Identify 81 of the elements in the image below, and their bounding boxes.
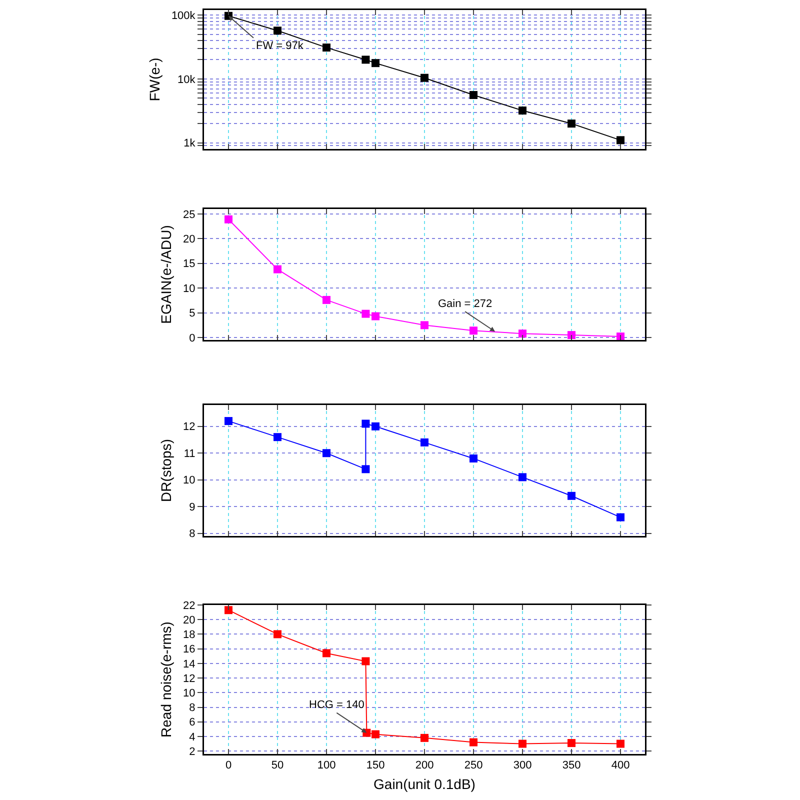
point — [470, 454, 478, 462]
y-tick-label: 14 — [183, 658, 196, 670]
y-tick-label: 25 — [183, 208, 196, 221]
point — [616, 740, 624, 748]
point — [518, 740, 526, 748]
point — [372, 422, 380, 430]
point — [518, 106, 526, 115]
point — [420, 438, 428, 446]
point — [224, 606, 232, 614]
x-tick-label: 400 — [611, 760, 630, 772]
y-tick-label: 9 — [189, 501, 196, 514]
y-tick-label: 12 — [183, 421, 196, 434]
y-tick-label: 4 — [189, 731, 196, 744]
point — [518, 330, 526, 338]
point — [322, 449, 330, 458]
point — [322, 649, 330, 658]
y-tick-label: 1k — [184, 138, 196, 150]
y-tick-label: 8 — [189, 528, 196, 540]
annotation: Gain = 272 — [438, 298, 492, 310]
x-tick-label: 150 — [366, 760, 385, 772]
point — [372, 312, 380, 320]
x-tick-label: 0 — [225, 760, 232, 772]
point — [362, 465, 370, 474]
point — [372, 59, 380, 68]
point — [362, 657, 370, 666]
annotation: FW = 97k — [256, 40, 304, 52]
point — [322, 44, 330, 52]
point — [274, 26, 282, 35]
y-tick-label: 20 — [183, 614, 196, 626]
y-tick-label: 18 — [183, 629, 196, 642]
point — [518, 473, 526, 482]
y-tick-label: 5 — [189, 308, 196, 320]
x-tick-label: 250 — [464, 760, 483, 772]
y-tick-label: 15 — [183, 258, 196, 270]
y-axis-title: EGAIN(e-/ADU) — [158, 225, 174, 324]
point — [470, 738, 478, 746]
point — [420, 321, 428, 330]
point — [224, 215, 232, 224]
x-axis-title: Gain(unit 0.1dB) — [374, 776, 476, 792]
point — [274, 630, 282, 638]
y-tick-label: 10 — [183, 474, 196, 487]
x-tick-label: 50 — [271, 760, 284, 772]
y-axis-title: Read noise(e-rms) — [158, 622, 174, 738]
point — [616, 136, 624, 144]
point — [568, 331, 576, 340]
y-tick-label: 20 — [183, 234, 196, 246]
y-tick-label: 10 — [183, 282, 196, 295]
point — [568, 492, 576, 500]
point — [362, 420, 370, 428]
point — [470, 326, 478, 335]
point — [322, 296, 330, 304]
y-tick-label: 10 — [183, 688, 196, 700]
y-tick-label: 2 — [189, 746, 196, 758]
y-tick-label: 10k — [178, 74, 196, 86]
point — [568, 120, 576, 128]
y-tick-label: 16 — [183, 644, 196, 656]
point — [470, 91, 478, 100]
y-tick-label: 0 — [189, 332, 196, 344]
y-axis-title: FW(e-) — [146, 58, 162, 102]
point — [274, 265, 282, 274]
x-tick-label: 350 — [562, 760, 581, 772]
point — [420, 734, 428, 742]
point — [224, 417, 232, 426]
point — [362, 310, 370, 318]
point — [274, 433, 282, 442]
y-tick-label: 8 — [189, 702, 196, 714]
point — [372, 730, 380, 738]
point — [568, 739, 576, 748]
y-tick-label: 11 — [184, 448, 196, 460]
point — [616, 513, 624, 522]
point — [362, 56, 370, 64]
point — [420, 74, 428, 82]
y-tick-label: 6 — [189, 716, 196, 729]
x-tick-label: 100 — [317, 760, 336, 772]
y-tick-label: 12 — [183, 672, 196, 685]
x-tick-label: 300 — [513, 760, 532, 772]
y-axis-title: DR(stops) — [158, 438, 174, 502]
x-tick-label: 200 — [415, 760, 434, 772]
y-tick-label: 100k — [171, 10, 196, 22]
annotation: HCG = 140 — [309, 699, 364, 711]
y-tick-label: 22 — [183, 600, 196, 612]
